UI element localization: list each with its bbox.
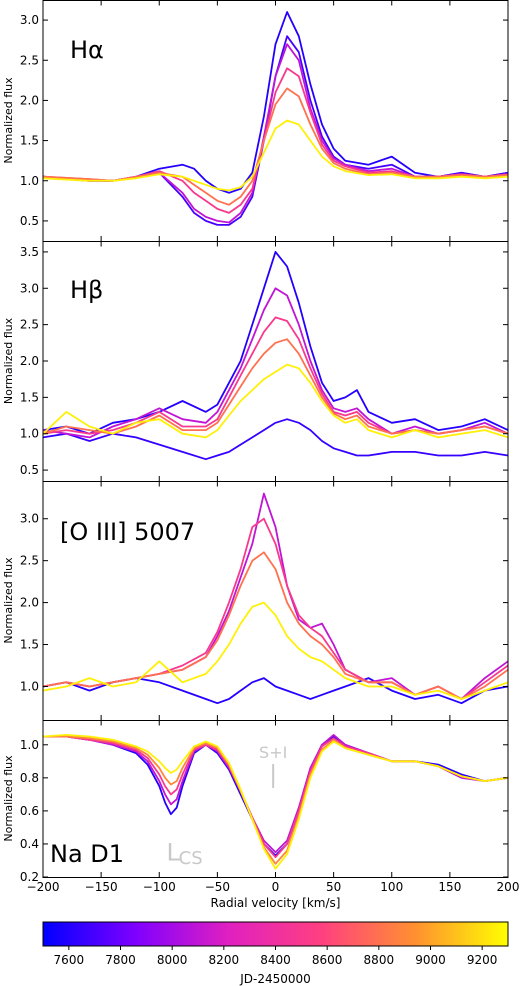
series-line: [43, 67, 508, 214]
colorbar-tick-label: 9200: [467, 953, 498, 967]
series-line: [43, 119, 508, 192]
y-axis-label: Normalized flux: [2, 557, 15, 644]
y-tick-label: 1.0: [20, 427, 39, 441]
x-tick-label: 50: [326, 880, 341, 894]
y-tick-label: 3.0: [20, 512, 39, 526]
y-axis-label: Normalized flux: [2, 755, 15, 842]
series-group: [43, 734, 508, 870]
y-tick-label: 3.0: [20, 13, 39, 27]
series-line: [43, 601, 508, 700]
y-tick-label: 0.6: [20, 804, 39, 818]
y-tick-label: 1.5: [20, 134, 39, 148]
series-line: [43, 734, 508, 870]
y-tick-label: 3.0: [20, 281, 39, 295]
series-line: [43, 287, 508, 439]
x-tick-label: −50: [205, 880, 230, 894]
panel-frame: [42, 0, 509, 242]
y-tick-label: 1.5: [20, 390, 39, 404]
panel-label: [O III] 5007: [60, 518, 195, 546]
x-tick-label: 200: [497, 880, 520, 894]
annotation: L: [167, 838, 181, 866]
colorbar-tick-label: 8600: [312, 953, 343, 967]
series-line: [43, 677, 508, 705]
x-axis-label: Radial velocity [km/s]: [211, 896, 341, 910]
y-tick-label: 1.0: [20, 679, 39, 693]
colorbar-tick-label: 8800: [364, 953, 395, 967]
panel-label: Hα: [70, 36, 104, 64]
y-tick-label: 2.0: [20, 596, 39, 610]
y-tick-label: 1.0: [20, 174, 39, 188]
panel-2: 1.0 1.5 2.0 2.5 3.0 Normalized flux [O III] 50…: [2, 481, 509, 721]
y-tick-label: 0.4: [20, 837, 39, 851]
series-line: [43, 363, 508, 439]
x-tick-label: 0: [272, 880, 280, 894]
series-line: [43, 43, 508, 224]
annotation: S+I: [259, 743, 287, 762]
colorbar-gradient: [42, 921, 509, 947]
y-tick-label: 2.5: [20, 554, 39, 568]
x-tick-label: −100: [143, 880, 176, 894]
panel-0: 0.5 1.0 1.5 2.0 2.5 3.0 Normalized flux Hα: [2, 0, 509, 242]
y-tick-label: 2.0: [20, 93, 39, 107]
y-axis-label: Normalized flux: [2, 77, 15, 164]
series-line: [43, 251, 508, 435]
y-tick-label: 2.5: [20, 318, 39, 332]
series-line: [43, 418, 508, 461]
colorbar-tick-label: 8200: [209, 953, 240, 967]
x-tick-label: 150: [438, 880, 461, 894]
panel-3: 0.2 0.4 0.6 0.8 1.0 −200 −150 −100 −50 0 50 100 150 2…: [2, 720, 520, 910]
panel-1: 0.5 1.0 1.5 2.0 2.5 3.0 3.5 Normalized flux Hβ: [2, 241, 509, 482]
x-tick-label: 100: [380, 880, 403, 894]
colorbar: 7600 7800 8000 8200 8400 8600 8800 9000 9200 JD-…: [42, 921, 509, 986]
colorbar-tick-label: 8000: [157, 953, 188, 967]
colorbar-tick-label: 9000: [415, 953, 446, 967]
y-tick-label: 0.5: [20, 214, 39, 228]
y-tick-label: 1.0: [20, 738, 39, 752]
x-tick-label: −200: [27, 880, 60, 894]
panel-label: Na D1: [50, 840, 124, 868]
panel-frame: [42, 241, 509, 482]
y-tick-label: 2.0: [20, 354, 39, 368]
colorbar-tick-label: 7800: [105, 953, 136, 967]
series-line: [43, 338, 508, 435]
panel-label: Hβ: [70, 276, 103, 304]
series-line: [43, 11, 508, 194]
series-group: [43, 251, 508, 461]
series-line: [43, 316, 508, 435]
series-group: [43, 11, 508, 226]
series-line: [43, 551, 508, 700]
y-tick-label: 1.5: [20, 638, 39, 652]
annotation: CS: [179, 848, 203, 869]
colorbar-tick-label: 7600: [54, 953, 85, 967]
colorbar-label: JD-2450000: [239, 972, 311, 986]
y-tick-label: 0.5: [20, 463, 39, 477]
y-tick-label: 0.8: [20, 771, 39, 785]
y-tick-label: 2.5: [20, 53, 39, 67]
series-group: [43, 492, 508, 705]
series-line: [43, 87, 508, 206]
y-tick-label: 3.5: [20, 245, 39, 259]
colorbar-tick-label: 8400: [260, 953, 291, 967]
y-tick-label: 0.2: [20, 870, 39, 884]
x-tick-label: −150: [85, 880, 118, 894]
y-axis-label: Normalized flux: [2, 317, 15, 404]
